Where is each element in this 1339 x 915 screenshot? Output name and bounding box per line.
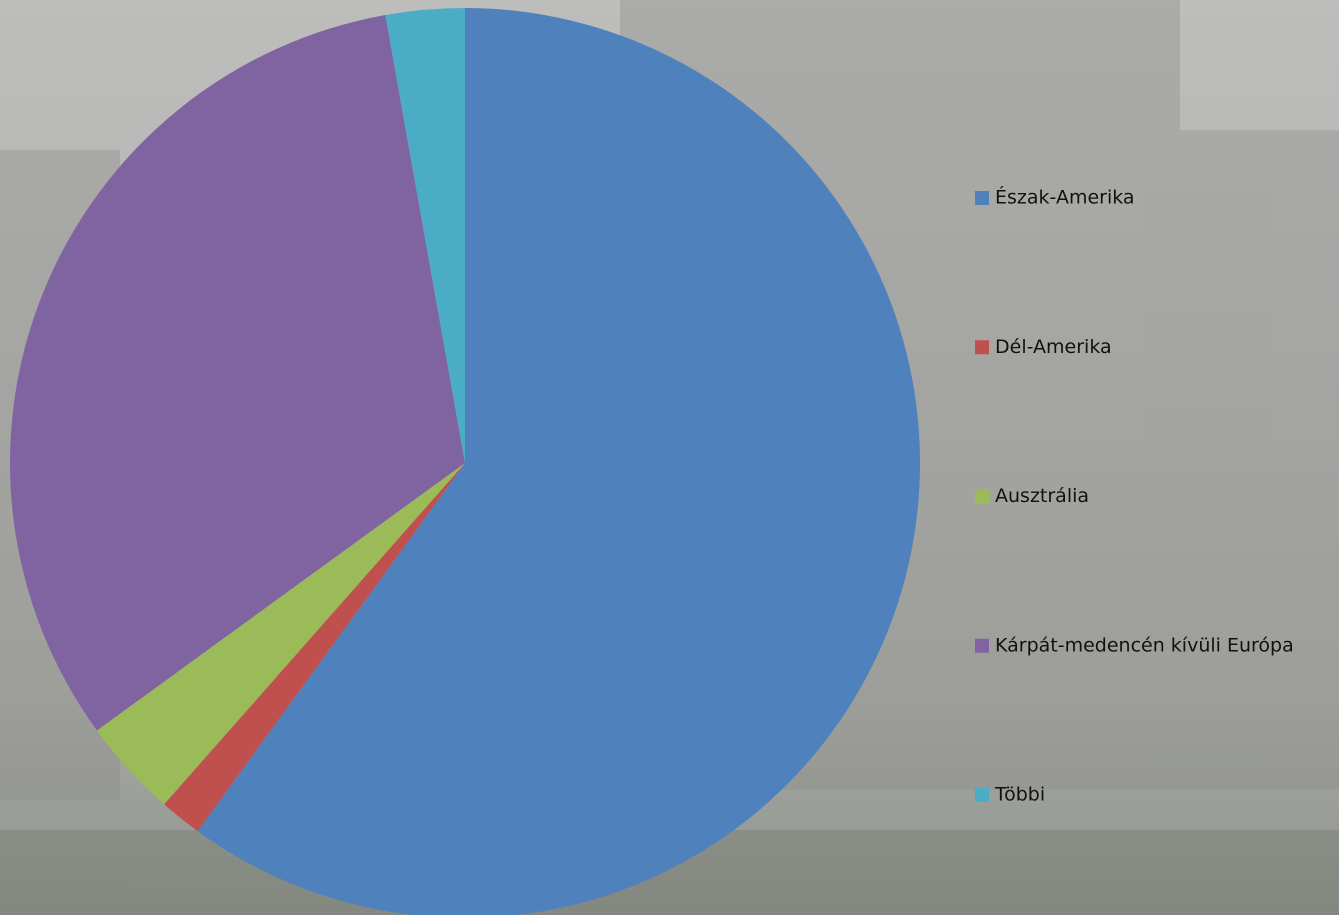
legend-swatch [975,191,989,205]
legend-label: Dél-Amerika [995,336,1112,358]
legend-swatch [975,788,989,802]
pie-slice [96,463,465,805]
pie-slice [385,8,465,463]
pie-slice [197,8,920,915]
legend-swatch [975,638,989,653]
legend-label: Észak-Amerika [995,186,1135,209]
legend-label: Ausztrália [995,485,1089,507]
pie-slice [164,463,466,832]
legend-swatch [975,489,989,504]
legend-label: Többi [994,784,1045,806]
legend-swatch [975,340,989,355]
pie-slice [9,15,466,731]
legend-label: Kárpát-medencén kívüli Európa [995,634,1294,656]
